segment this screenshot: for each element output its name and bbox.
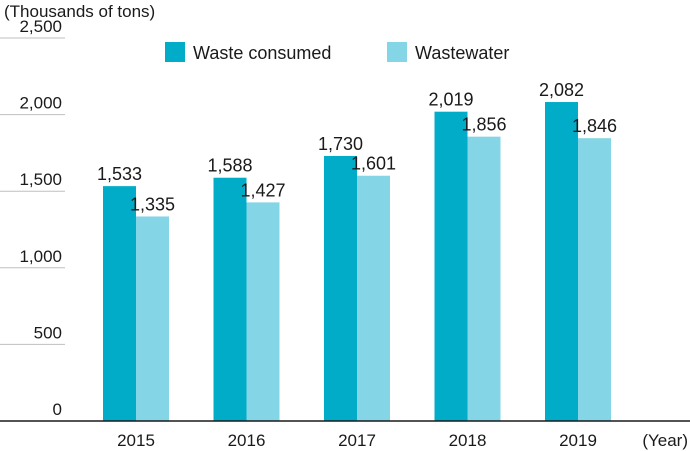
x-axis-ticks: 2015 2016 2017 2018 2019 bbox=[117, 431, 597, 450]
x-tick-label: 2017 bbox=[338, 431, 376, 450]
bar bbox=[357, 175, 390, 421]
x-axis-title: (Year) bbox=[642, 431, 688, 450]
legend-swatch bbox=[165, 42, 185, 62]
y-tick-label: 0 bbox=[53, 400, 62, 419]
bar bbox=[467, 136, 501, 421]
data-label: 1,846 bbox=[572, 116, 617, 136]
y-tick-label: 2,500 bbox=[19, 17, 62, 36]
x-tick-label: 2018 bbox=[449, 431, 487, 450]
legend-label: Waste consumed bbox=[193, 43, 331, 63]
y-tick-label: 500 bbox=[34, 323, 62, 342]
gridlines bbox=[0, 37, 65, 345]
bar bbox=[103, 186, 136, 421]
data-label: 2,019 bbox=[428, 90, 473, 110]
legend-swatch bbox=[387, 42, 407, 62]
data-label: 1,601 bbox=[351, 154, 396, 174]
bar bbox=[578, 138, 611, 421]
y-tick-label: 2,000 bbox=[19, 94, 62, 113]
bars bbox=[103, 102, 611, 422]
x-tick-label: 2016 bbox=[228, 431, 266, 450]
bar bbox=[136, 216, 169, 421]
y-tick-label: 1,500 bbox=[19, 170, 62, 189]
data-label: 2,082 bbox=[539, 80, 584, 100]
legend-label: Wastewater bbox=[415, 43, 509, 63]
data-label: 1,588 bbox=[207, 156, 252, 176]
bar bbox=[434, 111, 468, 421]
bar bbox=[213, 177, 247, 421]
legend: Waste consumed Wastewater bbox=[165, 42, 509, 63]
data-label: 1,856 bbox=[461, 115, 506, 135]
y-axis-title: (Thousands of tons) bbox=[4, 2, 155, 21]
bar bbox=[246, 202, 280, 421]
data-label: 1,730 bbox=[318, 134, 363, 154]
x-tick-label: 2019 bbox=[559, 431, 597, 450]
data-label: 1,427 bbox=[240, 180, 285, 200]
x-tick-label: 2015 bbox=[117, 431, 155, 450]
data-label: 1,533 bbox=[97, 164, 142, 184]
y-axis-ticks: 0 500 1,000 1,500 2,000 2,500 bbox=[19, 17, 62, 419]
data-label: 1,335 bbox=[130, 194, 175, 214]
bar bbox=[545, 102, 578, 421]
y-tick-label: 1,000 bbox=[19, 247, 62, 266]
bar bbox=[324, 155, 357, 422]
